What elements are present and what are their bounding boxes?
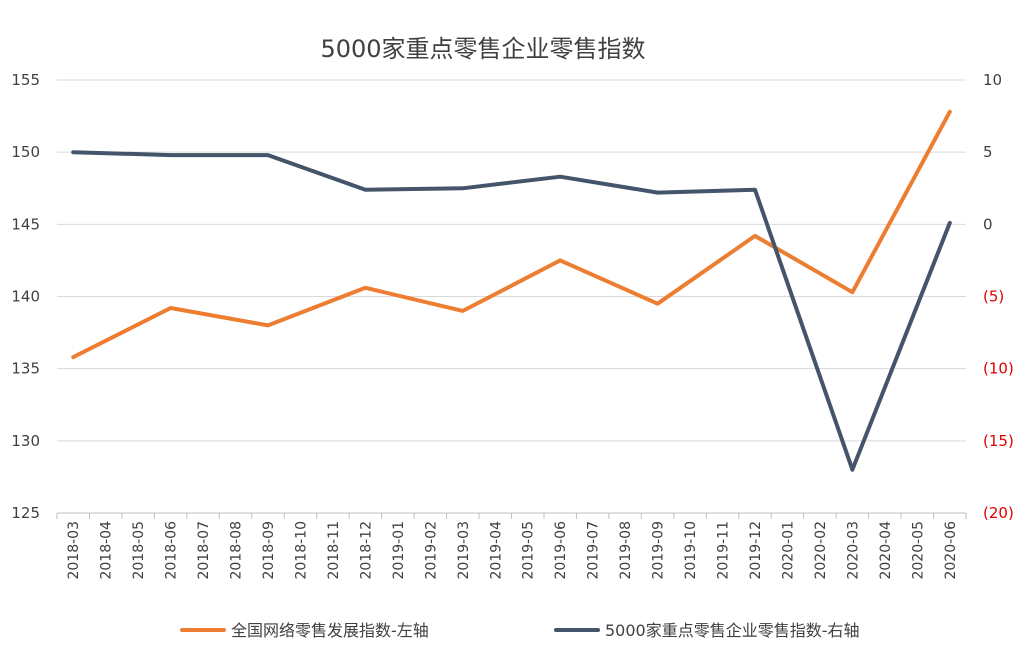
- x-tick-label: 2019-10: [683, 521, 699, 580]
- x-tick-label: 2019-11: [716, 521, 732, 580]
- x-tick-label: 2020-03: [845, 521, 861, 580]
- x-tick-label: 2018-05: [131, 521, 147, 580]
- x-tick-label: 2018-11: [326, 521, 342, 580]
- right-tick-label: 0: [983, 215, 993, 233]
- series-lines: [71, 109, 952, 472]
- right-tick-label: (5): [983, 288, 1004, 306]
- left-axis-ticks: 155 150 145 140 135 130 125: [11, 71, 40, 522]
- legend-label: 全国网络零售发展指数-左轴: [231, 621, 429, 640]
- x-axis: 2018-03 2018-04 2018-05 2018-06 2018-07 2018-…: [56, 513, 967, 580]
- x-tick-label: 2018-10: [293, 521, 309, 580]
- x-tick-label: 2020-04: [878, 521, 894, 580]
- right-tick-label: 5: [983, 143, 993, 161]
- x-tick-label: 2018-07: [196, 521, 212, 580]
- x-tick-label: 2018-06: [164, 521, 180, 580]
- x-tick-label: 2019-05: [521, 521, 537, 580]
- chart-title: 5000家重点零售企业零售指数: [320, 35, 645, 63]
- right-tick-label: 10: [983, 71, 1002, 89]
- left-tick-label: 135: [11, 360, 40, 378]
- legend-label: 5000家重点零售企业零售指数-右轴: [605, 621, 860, 640]
- x-tick-label: 2019-12: [748, 521, 764, 580]
- x-tick-label: 2020-01: [780, 521, 796, 580]
- gridlines: [57, 79, 966, 514]
- x-tick-label: 2019-06: [553, 521, 569, 580]
- legend: 全国网络零售发展指数-左轴 5000家重点零售企业零售指数-右轴: [180, 621, 860, 640]
- x-tick-label: 2018-08: [229, 521, 245, 580]
- left-tick-label: 145: [11, 215, 40, 233]
- x-tick-label: 2018-04: [99, 521, 115, 580]
- left-tick-label: 130: [11, 432, 40, 450]
- right-axis-ticks: 10 5 0 (5) (10) (15) (20): [983, 71, 1014, 522]
- x-tick-label: 2019-03: [456, 521, 472, 580]
- right-tick-label: (20): [983, 504, 1014, 522]
- x-tick-label: 2018-09: [261, 521, 277, 580]
- x-tick-label: 2019-07: [586, 521, 602, 580]
- x-tick-label: 2018-03: [66, 521, 82, 580]
- left-tick-label: 125: [11, 504, 40, 522]
- series-line-1: [71, 109, 952, 360]
- x-tick-label: 2019-04: [488, 521, 504, 580]
- x-tick-label: 2020-02: [813, 521, 829, 580]
- x-tick-label: 2019-08: [618, 521, 634, 580]
- x-tick-label: 2018-12: [358, 521, 374, 580]
- series-line-2: [71, 150, 952, 472]
- x-tick-label: 2020-06: [943, 521, 959, 580]
- x-tick-label: 2019-09: [651, 521, 667, 580]
- x-tick-label: 2019-02: [423, 521, 439, 580]
- left-tick-label: 150: [11, 143, 40, 161]
- x-tick-label: 2019-01: [391, 521, 407, 580]
- right-tick-label: (10): [983, 360, 1014, 378]
- left-tick-label: 155: [11, 71, 40, 89]
- x-tick-label: 2020-05: [910, 521, 926, 580]
- left-tick-label: 140: [11, 288, 40, 306]
- right-tick-label: (15): [983, 432, 1014, 450]
